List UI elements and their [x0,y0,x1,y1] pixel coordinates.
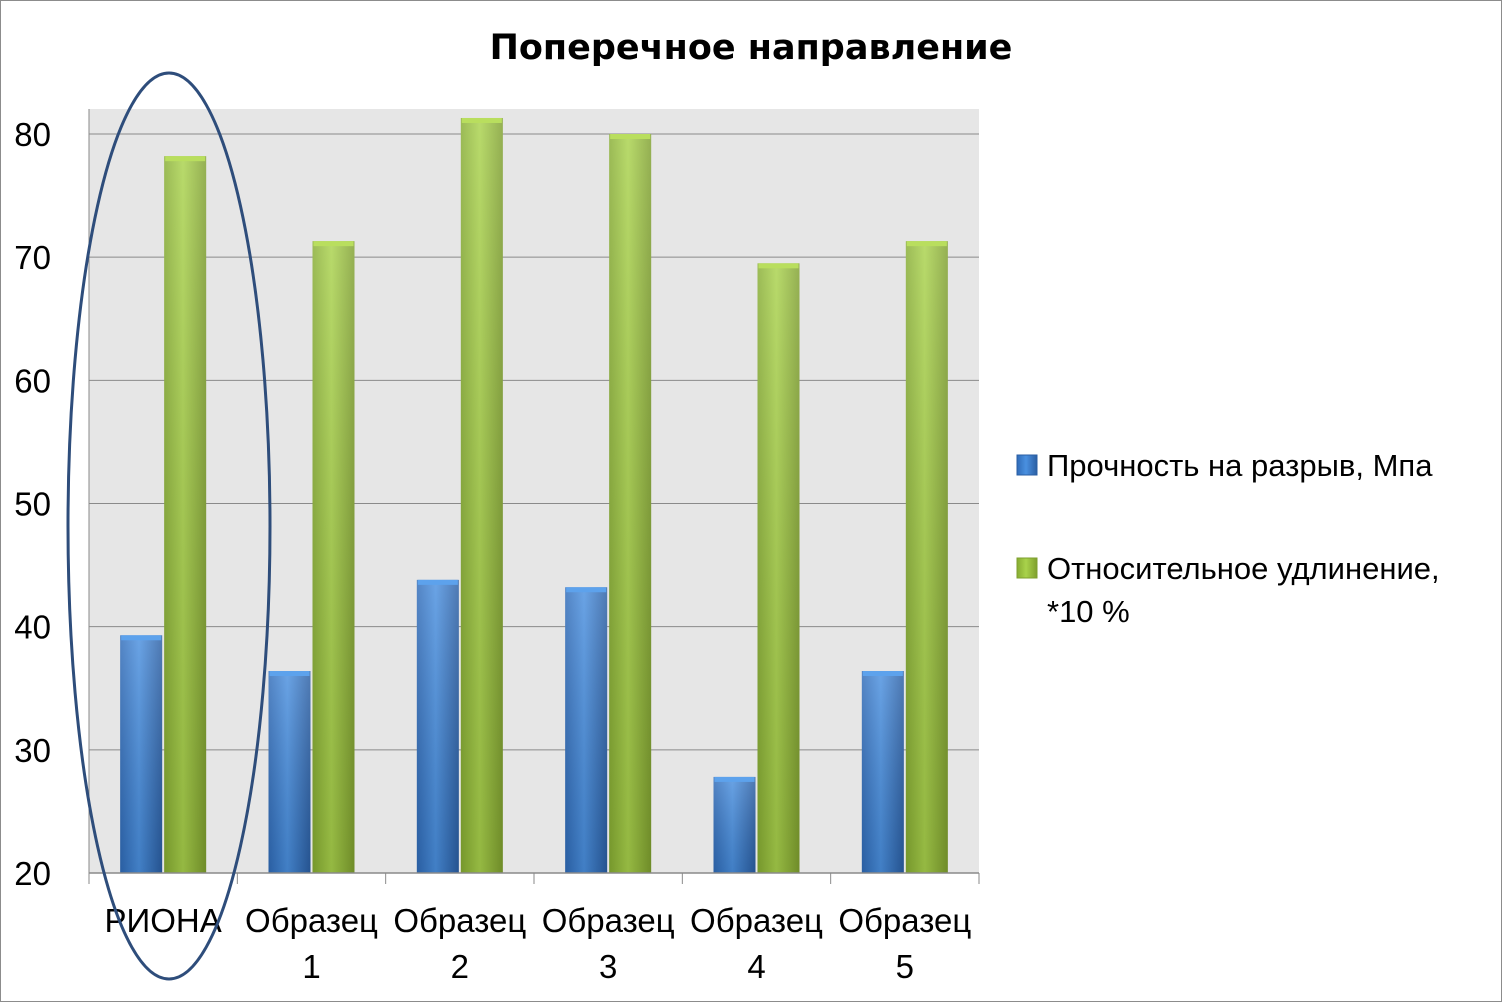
y-tick-labels: 20 30 40 50 60 70 80 [14,116,51,892]
bar-shade [565,587,608,873]
bar-shade [164,156,207,874]
bar-elongation [460,117,503,873]
bar-cap [461,117,502,123]
bar-strength [713,776,756,873]
x-tick-label: РИОНА [105,902,222,939]
bar-cap [313,241,354,247]
bar-cap [121,635,162,641]
x-tick-label: 3 [599,948,617,985]
bar-cap [714,776,755,782]
y-tick-label: 40 [14,609,51,646]
x-tick-labels: РИОНА Образец 1 Образец 2 Образец 3 Образец 4 Обр… [105,902,972,985]
bar-shade [460,117,503,873]
y-tick-label: 30 [14,732,51,769]
y-tick-label: 20 [14,855,51,892]
bar-cap [165,156,206,162]
bar-strength [416,579,459,873]
bar-elongation [164,156,207,874]
bars [120,117,948,874]
bar-shade [416,579,459,873]
bar-shade [120,635,163,873]
x-tick-label: Образец [245,902,378,939]
plot-area [89,109,979,873]
bar-strength [268,671,311,873]
bar-cap [269,671,310,677]
y-tick-label: 80 [14,116,51,153]
bar-shade [757,263,800,873]
bar-shade [905,241,948,873]
bar-shade [312,241,355,873]
bar-cap [758,263,799,269]
axes [88,109,980,884]
gridlines [89,133,979,751]
legend-swatch [1016,557,1038,579]
chart-title: Поперечное направление [490,28,1013,68]
x-tick-label: 2 [451,948,469,985]
legend-label: Относительное удлинение, [1047,551,1440,586]
bar-cap [417,579,458,585]
x-tick-label: 1 [302,948,320,985]
bar-strength [120,635,163,873]
bar-shade [268,671,311,873]
x-tick-label: 4 [747,948,765,985]
bar-cap [862,671,903,677]
bar-strength [565,587,608,873]
bar-elongation [312,241,355,873]
bar-cap [610,134,651,139]
x-tick-label: Образец [690,902,823,939]
bar-strength [861,671,904,873]
x-tick-label: Образец [838,902,971,939]
legend-label: Прочность на разрыв, Мпа [1047,448,1433,483]
bar-cap [566,587,607,593]
bar-shade [861,671,904,873]
x-tick-label: Образец [393,902,526,939]
bar-shade [713,776,756,873]
bar-elongation [609,134,652,873]
bar-shade [609,134,652,873]
x-tick-label: 5 [896,948,914,985]
highlight-ellipse [66,71,272,981]
y-tick-label: 70 [14,239,51,276]
y-tick-label: 50 [14,486,51,523]
legend: Прочность на разрыв, Мпа Относительное уд… [1016,448,1440,629]
legend-label: *10 % [1047,594,1130,629]
x-tick-label: Образец [542,902,675,939]
y-tick-label: 60 [14,362,51,399]
bar-cap [906,241,947,247]
legend-swatch [1016,454,1038,476]
bar-elongation [905,241,948,873]
bar-elongation [757,263,800,873]
